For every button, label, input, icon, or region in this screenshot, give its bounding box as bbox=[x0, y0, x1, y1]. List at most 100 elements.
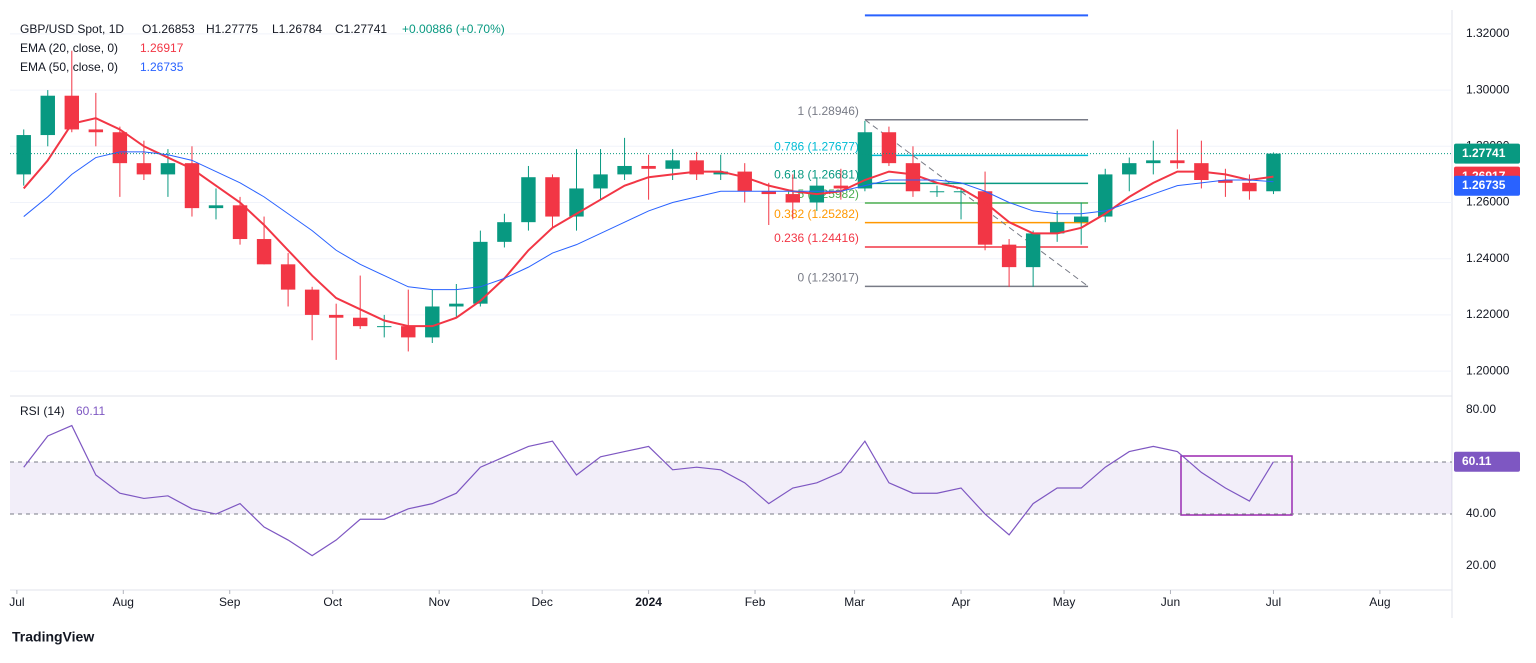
candle-body bbox=[377, 326, 392, 328]
candle-body bbox=[1073, 216, 1089, 223]
rsi-tag: 60.11 bbox=[1462, 454, 1492, 468]
x-tick-label: Feb bbox=[745, 595, 766, 609]
ema-tag: 1.26735 bbox=[1462, 178, 1506, 192]
candle-body bbox=[521, 177, 536, 223]
candle-body bbox=[280, 264, 296, 290]
x-tick-label: Apr bbox=[952, 595, 971, 609]
fib-label: 0.236 (1.24416) bbox=[774, 231, 859, 245]
ohlc-close: C1.27741 bbox=[335, 22, 387, 36]
candle-body bbox=[1001, 244, 1017, 268]
legend-value: 1.26735 bbox=[140, 60, 184, 74]
candle-body bbox=[1146, 160, 1161, 164]
legend-label: EMA (20, close, 0) bbox=[20, 41, 118, 55]
fib-label: 0.382 (1.25282) bbox=[774, 207, 859, 221]
candle-body bbox=[304, 289, 320, 315]
x-tick-label: Jul bbox=[1266, 595, 1281, 609]
ohlc-high: H1.27775 bbox=[206, 22, 258, 36]
candle-body bbox=[1122, 163, 1137, 175]
candle-body bbox=[328, 314, 344, 318]
plot: 1.200001.220001.240001.260001.280001.300… bbox=[9, 14, 1520, 609]
ohlc-low: L1.26784 bbox=[272, 22, 322, 36]
candle-body bbox=[208, 205, 224, 209]
y-tick-label: 80.00 bbox=[1466, 402, 1496, 416]
x-tick-label: Dec bbox=[531, 595, 552, 609]
candle-body bbox=[88, 129, 104, 133]
candle-body bbox=[184, 163, 200, 209]
x-tick-label: Jul bbox=[9, 595, 24, 609]
candle-body bbox=[665, 160, 680, 169]
x-tick-label: Aug bbox=[1369, 595, 1390, 609]
symbol: GBP/USD Spot, 1D bbox=[20, 22, 124, 36]
legend-label: RSI (14) bbox=[20, 404, 65, 418]
y-tick-label: 1.32000 bbox=[1466, 26, 1510, 40]
candle-body bbox=[256, 239, 272, 265]
x-tick-label: Sep bbox=[219, 595, 241, 609]
legend-label: EMA (50, close, 0) bbox=[20, 60, 118, 74]
candle-body bbox=[1025, 233, 1041, 268]
candle-body bbox=[785, 194, 801, 203]
rsi-line bbox=[23, 424, 1274, 557]
y-tick-label: 1.26000 bbox=[1466, 195, 1510, 209]
y-tick-label: 1.20000 bbox=[1466, 363, 1510, 377]
brand: TradingView bbox=[12, 629, 94, 645]
legend: GBP/USD Spot, 1D O1.26853 H1.27775 L1.26… bbox=[20, 22, 505, 418]
candle-body bbox=[425, 306, 440, 338]
candle-body bbox=[1242, 182, 1257, 192]
candle-body bbox=[1266, 153, 1281, 192]
candle-body bbox=[497, 222, 512, 242]
candle-body bbox=[833, 185, 849, 189]
ohlc-open: O1.26853 bbox=[142, 22, 195, 36]
candle-body bbox=[352, 317, 368, 327]
candle-body bbox=[617, 165, 632, 175]
rsi-band bbox=[10, 462, 1452, 515]
x-tick-label: Oct bbox=[323, 595, 342, 609]
candle-body bbox=[401, 326, 416, 338]
candle-body bbox=[40, 95, 55, 136]
candle-body bbox=[641, 165, 656, 169]
candle-body bbox=[64, 95, 80, 130]
candle-body bbox=[929, 191, 945, 193]
candle-body bbox=[232, 205, 248, 240]
candle-body bbox=[569, 188, 584, 217]
candle-body bbox=[449, 303, 464, 307]
x-tick-label: Aug bbox=[113, 595, 134, 609]
candle-body bbox=[136, 163, 152, 175]
candle-body bbox=[1218, 180, 1233, 183]
candle-body bbox=[1098, 174, 1113, 217]
rsi-tag-bg bbox=[1454, 451, 1520, 472]
highlight-box bbox=[1180, 455, 1293, 516]
candle-body bbox=[545, 177, 560, 217]
candle-body bbox=[160, 163, 176, 175]
y-tick-label: 1.30000 bbox=[1466, 82, 1510, 96]
last-close-tag: 1.27741 bbox=[1462, 146, 1506, 160]
y-tick-label: 40.00 bbox=[1466, 506, 1496, 520]
x-tick-label: 2024 bbox=[635, 595, 662, 609]
candle-body bbox=[881, 132, 897, 164]
candle-body bbox=[857, 132, 873, 189]
fib-label: 0.786 (1.27677) bbox=[774, 140, 859, 154]
ema-line bbox=[22, 117, 1274, 328]
x-tick-label: May bbox=[1053, 595, 1076, 609]
fib-label: 1 (1.28946) bbox=[798, 104, 859, 118]
x-tick-label: Mar bbox=[844, 595, 865, 609]
last-close-tag-bg bbox=[1454, 143, 1520, 164]
change: +0.00886 (+0.70%) bbox=[402, 22, 505, 36]
candle-body bbox=[761, 191, 776, 195]
y-tick-label: 1.24000 bbox=[1466, 251, 1510, 265]
legend-value: 60.11 bbox=[76, 404, 105, 418]
y-tick-label: 20.00 bbox=[1466, 558, 1496, 572]
candle-body bbox=[1170, 160, 1185, 164]
candle-body bbox=[905, 163, 921, 192]
x-tick-label: Jun bbox=[1161, 595, 1180, 609]
ema-line bbox=[23, 151, 1274, 291]
fib-label: 0.618 (1.26681) bbox=[774, 168, 859, 182]
candle-body bbox=[16, 135, 31, 175]
legend-value: 1.26917 bbox=[140, 41, 184, 55]
fib-label: 0 (1.23017) bbox=[798, 271, 859, 285]
fib-trend bbox=[864, 119, 1089, 287]
candle-body bbox=[737, 171, 752, 192]
candle-body bbox=[112, 132, 128, 164]
